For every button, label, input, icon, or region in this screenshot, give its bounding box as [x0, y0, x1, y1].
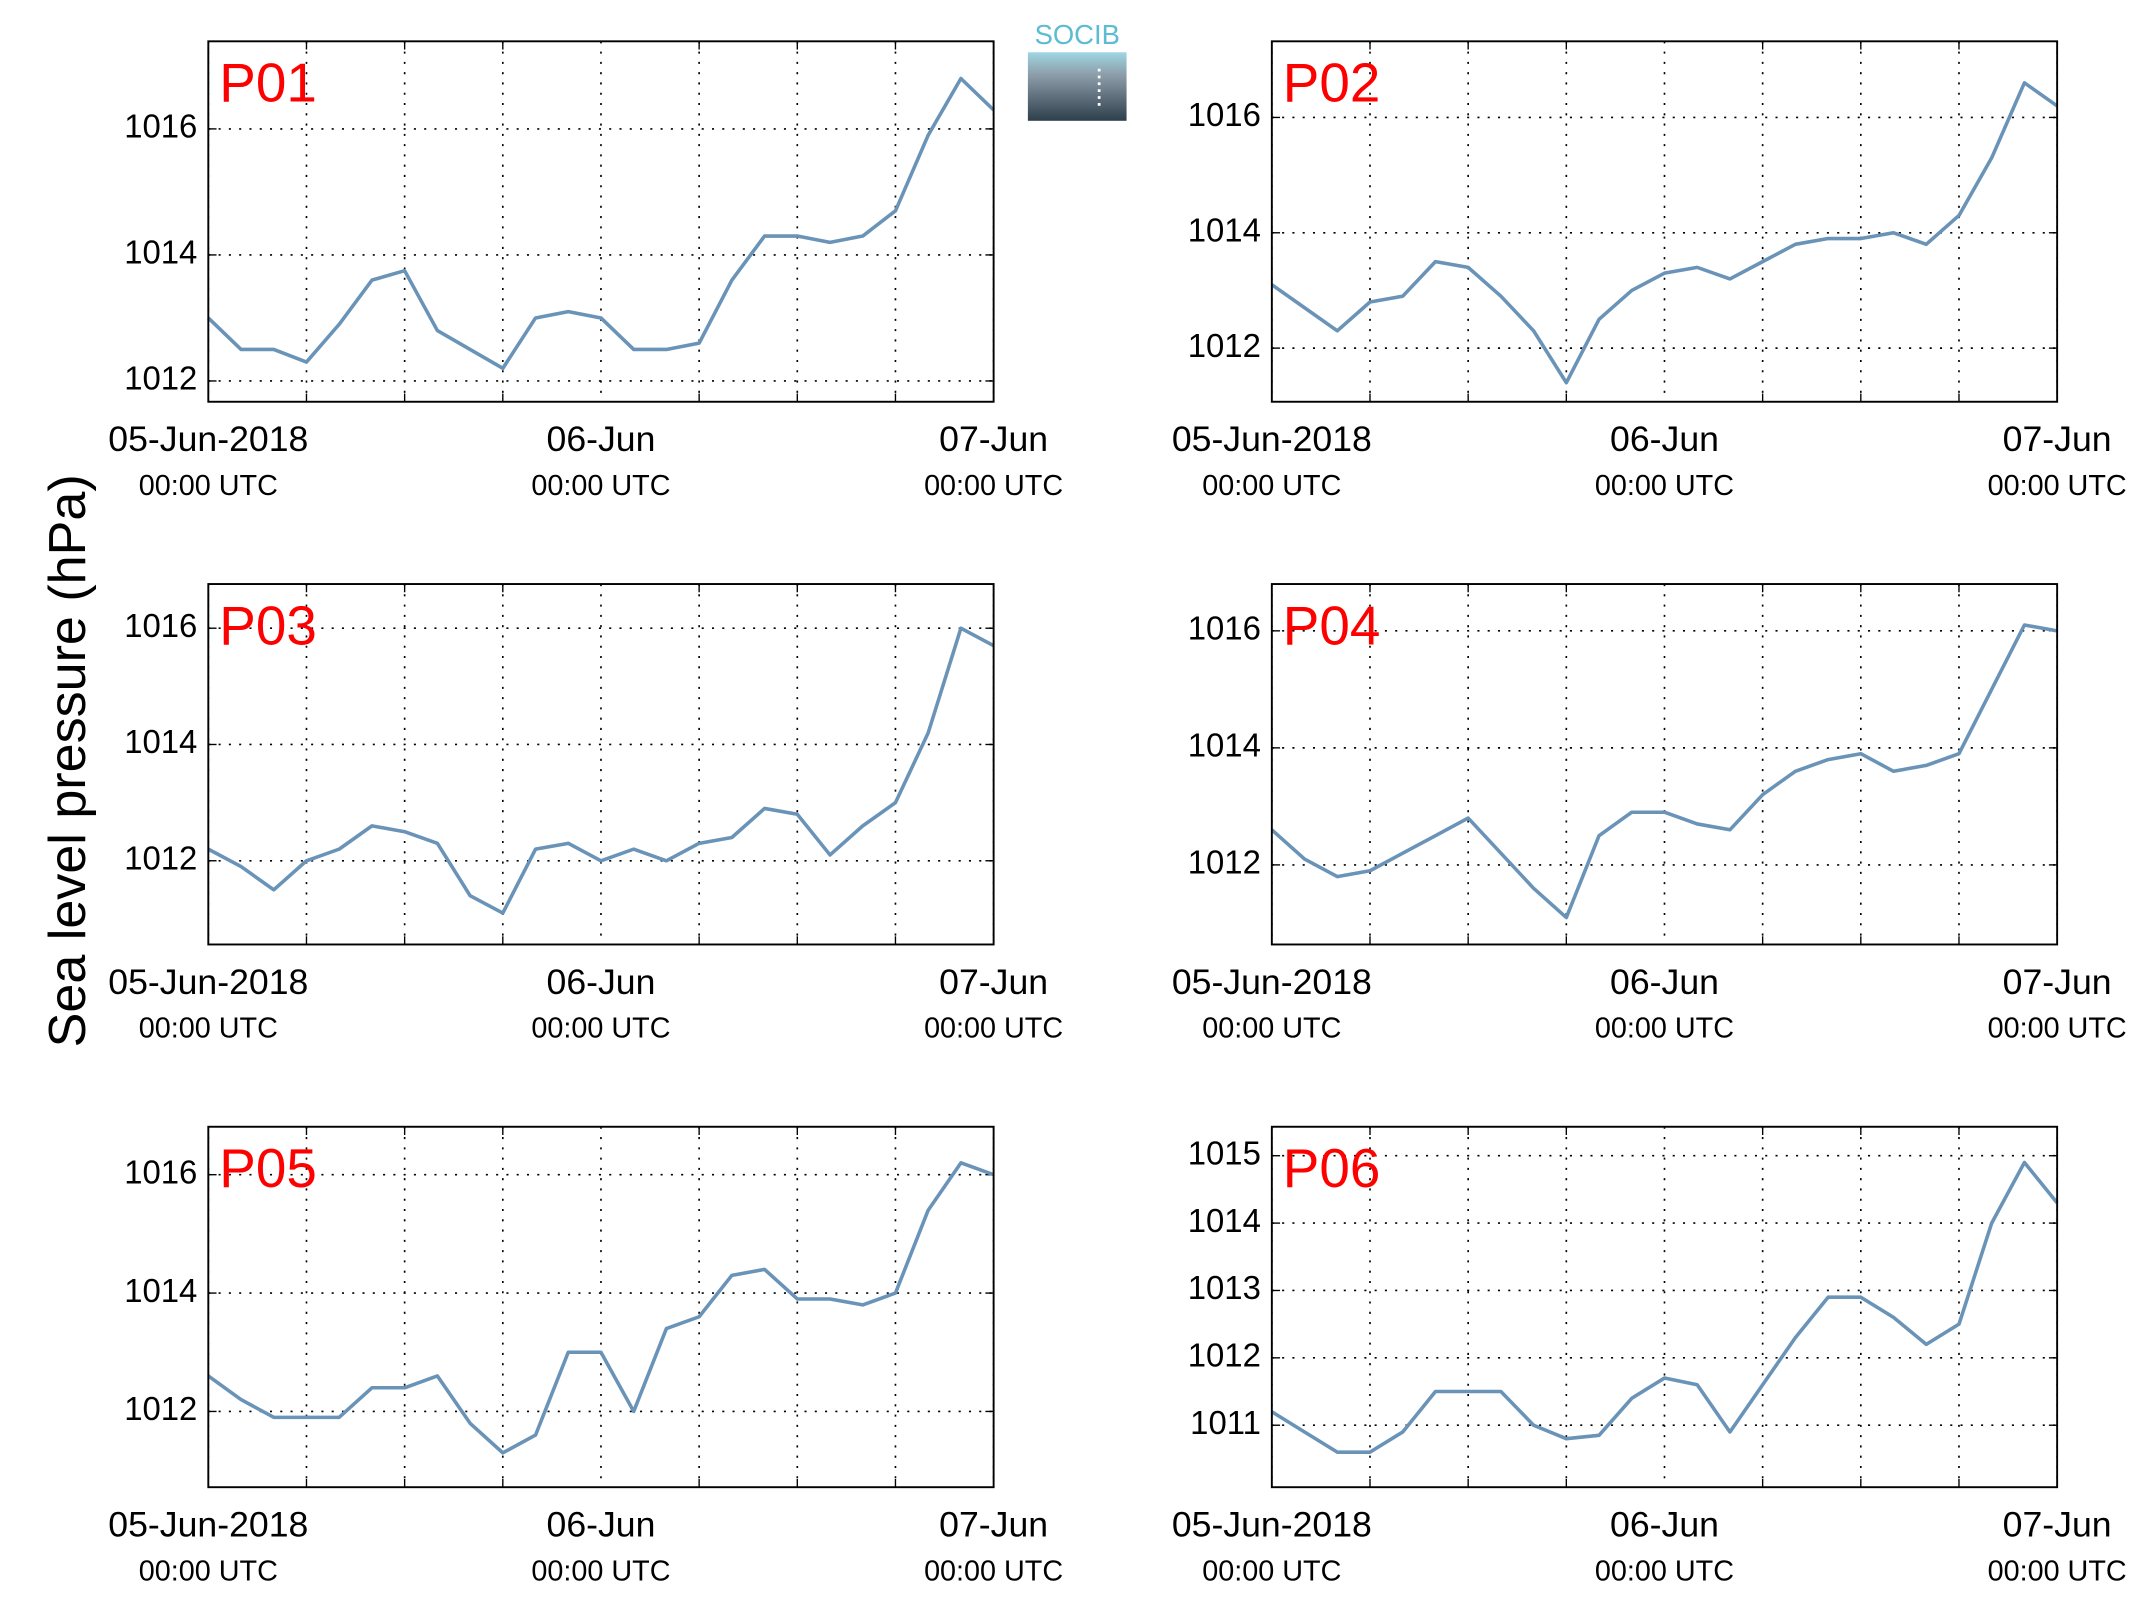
x-tick-label: 05-Jun-2018	[1172, 419, 1372, 459]
x-tick-label: 06-Jun	[547, 962, 656, 1002]
data-line	[1270, 623, 2058, 920]
panel: 1012 1014 1016 05-Jun-2018 00:00 UTC 06-Jun 00…	[108, 40, 1063, 502]
plot-area	[1271, 1126, 2058, 1488]
panel-title: P02	[1283, 52, 1381, 114]
logo-text: SOCIB	[1035, 19, 1120, 50]
x-tick-sublabel: 00:00 UTC	[1595, 470, 1734, 502]
y-tick-label: 1016	[124, 108, 197, 145]
plot-frame	[1270, 1125, 2059, 1489]
plot-area	[208, 41, 994, 402]
panel: 1012 1014 1016 05-Jun-2018 00:00 UTC 06-Jun 00…	[108, 583, 1063, 1045]
panel: 1012 1014 1016 05-Jun-2018 00:00 UTC 06-Jun 00…	[1172, 40, 2127, 502]
y-tick-label: 1011	[1190, 1404, 1261, 1441]
x-tick-label: 06-Jun	[1610, 1505, 1719, 1545]
x-tick-sublabel: 00:00 UTC	[531, 470, 670, 502]
panel-title: P03	[219, 594, 317, 656]
logo: SOCIB	[1027, 19, 1127, 121]
x-tick-sublabel: 00:00 UTC	[924, 1013, 1063, 1045]
y-tick-label: 1012	[1188, 1337, 1261, 1374]
x-tick-label: 06-Jun	[1610, 962, 1719, 1002]
data-line	[207, 1161, 995, 1455]
x-tick-sublabel: 00:00 UTC	[139, 470, 278, 502]
y-tick-label: 1014	[1188, 211, 1261, 248]
plot-frame	[207, 583, 995, 946]
data-line	[1270, 81, 2059, 385]
data-line	[1270, 1160, 2059, 1454]
x-tick-label: 05-Jun-2018	[108, 1505, 308, 1545]
y-tick-label: 1014	[124, 723, 197, 760]
y-tick-label: 1016	[1188, 96, 1261, 133]
data-line	[207, 626, 995, 915]
x-tick-sublabel: 00:00 UTC	[1202, 470, 1341, 502]
x-tick-sublabel: 00:00 UTC	[1202, 1013, 1341, 1045]
x-tick-label: 05-Jun-2018	[1172, 962, 1372, 1002]
plot-area	[208, 584, 994, 945]
x-tick-sublabel: 00:00 UTC	[1202, 1555, 1341, 1587]
x-tick-sublabel: 00:00 UTC	[1988, 1013, 2127, 1045]
y-tick-label: 1014	[124, 234, 197, 271]
x-tick-label: 05-Jun-2018	[108, 962, 308, 1002]
x-tick-label: 07-Jun	[2003, 419, 2112, 459]
y-axis-label: Sea level pressure (hPa)	[39, 474, 97, 1047]
panel: 1011 1012 1013 1014 1015 05-Jun-2018 00:00 UTC…	[1172, 1125, 2127, 1587]
y-tick-label: 1014	[1188, 727, 1261, 764]
x-tick-sublabel: 00:00 UTC	[1988, 470, 2127, 502]
y-tick-label: 1012	[124, 360, 197, 397]
x-tick-sublabel: 00:00 UTC	[1595, 1555, 1734, 1587]
y-tick-label: 1014	[124, 1272, 197, 1309]
panel-title: P06	[1283, 1137, 1381, 1199]
y-tick-label: 1015	[1188, 1134, 1261, 1171]
y-tick-label: 1016	[1188, 610, 1261, 647]
data-line	[207, 76, 995, 371]
plot-area	[1271, 41, 2058, 402]
plot-frame	[207, 40, 995, 403]
y-tick-label: 1012	[1188, 327, 1261, 364]
y-tick-label: 1012	[124, 839, 197, 876]
plot-area	[208, 1126, 994, 1488]
plot-area	[1271, 584, 2058, 945]
x-tick-label: 07-Jun	[939, 419, 1048, 459]
x-tick-sublabel: 00:00 UTC	[1988, 1555, 2127, 1587]
x-tick-label: 06-Jun	[547, 1505, 656, 1545]
y-tick-label: 1012	[124, 1390, 197, 1427]
y-tick-label: 1016	[124, 1153, 197, 1190]
x-tick-label: 05-Jun-2018	[108, 419, 308, 459]
x-tick-label: 07-Jun	[939, 1505, 1048, 1545]
panel-title: P05	[219, 1137, 317, 1199]
plot-frame	[207, 1125, 995, 1489]
x-tick-label: 06-Jun	[1610, 419, 1719, 459]
y-tick-label: 1013	[1188, 1269, 1261, 1306]
panel-title: P01	[219, 52, 317, 114]
x-tick-label: 05-Jun-2018	[1172, 1505, 1372, 1545]
y-tick-label: 1012	[1188, 844, 1261, 881]
plot-frame	[1270, 40, 2059, 403]
panel: 1012 1014 1016 05-Jun-2018 00:00 UTC 06-Jun 00…	[1172, 583, 2127, 1045]
x-tick-label: 07-Jun	[2003, 962, 2112, 1002]
x-tick-label: 06-Jun	[547, 419, 656, 459]
panel: 1012 1014 1016 05-Jun-2018 00:00 UTC 06-Jun 00…	[108, 1125, 1063, 1587]
x-tick-sublabel: 00:00 UTC	[924, 470, 1063, 502]
x-tick-sublabel: 00:00 UTC	[139, 1555, 278, 1587]
panel-title: P04	[1283, 594, 1381, 656]
x-tick-label: 07-Jun	[939, 962, 1048, 1002]
x-tick-sublabel: 00:00 UTC	[1595, 1013, 1734, 1045]
y-tick-label: 1014	[1188, 1202, 1261, 1239]
x-tick-sublabel: 00:00 UTC	[139, 1013, 278, 1045]
plot-frame	[1270, 583, 2059, 946]
x-tick-sublabel: 00:00 UTC	[531, 1555, 670, 1587]
x-tick-sublabel: 00:00 UTC	[531, 1013, 670, 1045]
x-tick-sublabel: 00:00 UTC	[924, 1555, 1063, 1587]
x-tick-label: 07-Jun	[2003, 1505, 2112, 1545]
logo-block	[1027, 52, 1127, 121]
y-tick-label: 1016	[124, 607, 197, 644]
